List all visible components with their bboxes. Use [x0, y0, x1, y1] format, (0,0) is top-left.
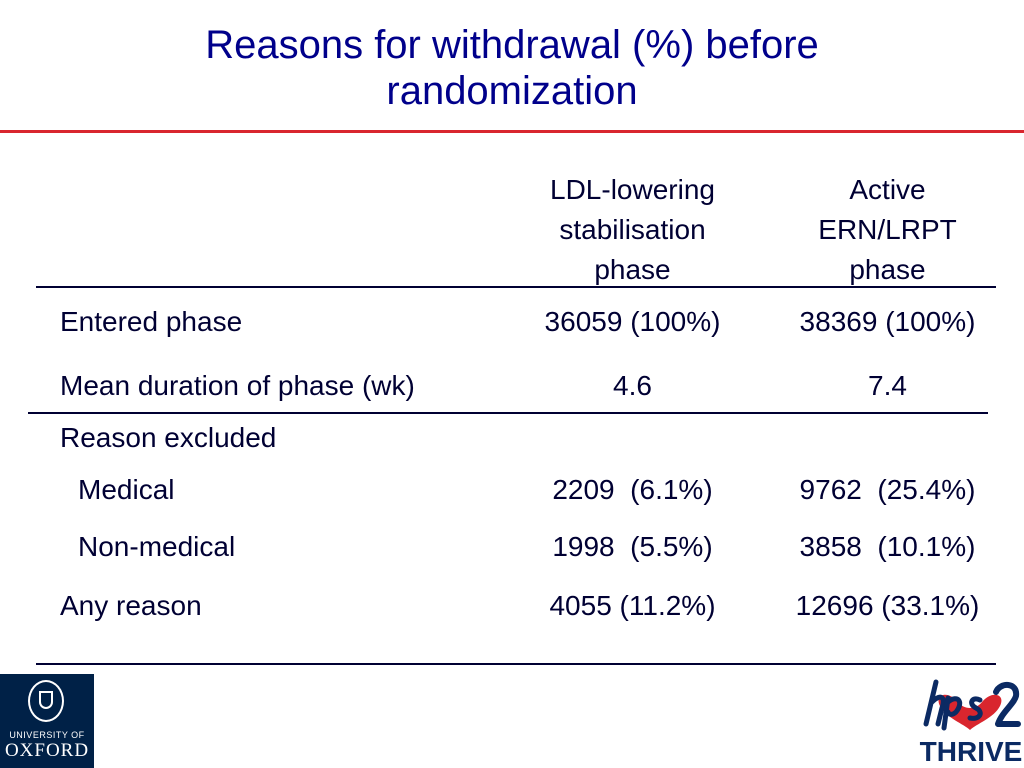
cell-any-ern: 12696 (33.1%) — [795, 590, 980, 621]
cell-medical-ern: 9762 (25.4%) — [799, 474, 976, 505]
cell-any-ldl: 4055 (11.2%) — [549, 590, 716, 621]
title-divider — [0, 130, 1024, 133]
university-of-oxford-logo: UNIVERSITY OF OXFORD — [0, 674, 94, 768]
slide-title-line-1: Reasons for withdrawal (%) before — [205, 23, 819, 67]
row-label-entered-phase: Entered phase — [60, 306, 243, 337]
column-header-line: phase — [594, 254, 671, 285]
oxford-logo-text: OXFORD — [4, 740, 90, 761]
column-header-active-ern: Active ERN/LRPT phase — [780, 170, 995, 290]
slide-title: Reasons for withdrawal (%) before random… — [0, 22, 1024, 114]
cell-duration-ldl: 4.6 — [613, 370, 652, 401]
row-label-any-reason: Any reason — [60, 590, 202, 621]
column-header-line: ERN/LRPT — [818, 214, 957, 245]
cell-entered-ldl: 36059 (100%) — [544, 306, 721, 337]
row-label-medical: Medical — [78, 474, 175, 505]
oxford-crest-icon — [28, 680, 64, 722]
header-rule — [36, 286, 996, 288]
column-header-line: phase — [849, 254, 926, 285]
section-rule — [28, 412, 988, 414]
cell-entered-ern: 38369 (100%) — [799, 306, 976, 337]
column-header-line: Active — [849, 174, 926, 205]
cell-nonmedical-ldl: 1998 (5.5%) — [552, 531, 713, 562]
cell-nonmedical-ern: 3858 (10.1%) — [799, 531, 976, 562]
bottom-rule — [36, 663, 996, 665]
column-header-line: stabilisation — [559, 214, 706, 245]
hps2-mark-icon — [923, 679, 1021, 731]
hps2-thrive-logo: THRIVE — [918, 672, 1024, 768]
slide-title-line-2: randomization — [386, 69, 638, 113]
thrive-logo-text: THRIVE — [919, 736, 1023, 767]
row-label-reason-excluded: Reason excluded — [60, 422, 277, 453]
row-label-mean-duration: Mean duration of phase (wk) — [60, 370, 415, 401]
cell-duration-ern: 7.4 — [868, 370, 907, 401]
oxford-logo-text-small: UNIVERSITY OF — [9, 730, 85, 740]
column-header-ldl-lowering: LDL-lowering stabilisation phase — [505, 170, 760, 290]
cell-medical-ldl: 2209 (6.1%) — [552, 474, 713, 505]
row-label-non-medical: Non-medical — [78, 531, 236, 562]
column-header-line: LDL-lowering — [550, 174, 715, 205]
